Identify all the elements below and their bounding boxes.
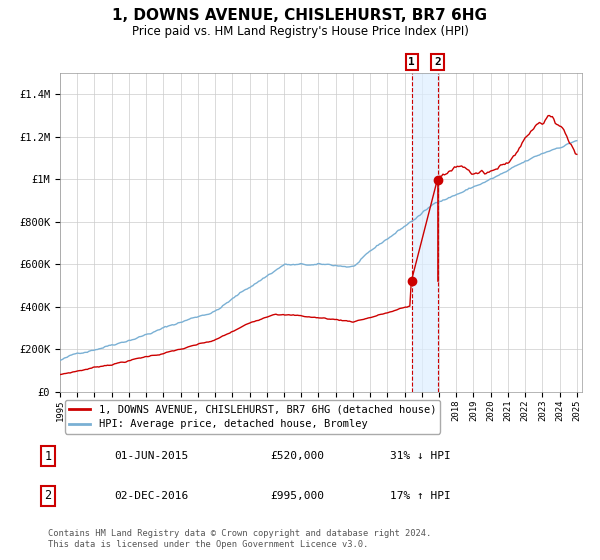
Text: 1: 1 [409,57,415,67]
Text: 02-DEC-2016: 02-DEC-2016 [114,491,188,501]
Text: Contains HM Land Registry data © Crown copyright and database right 2024.
This d: Contains HM Land Registry data © Crown c… [48,529,431,549]
Text: Price paid vs. HM Land Registry's House Price Index (HPI): Price paid vs. HM Land Registry's House … [131,25,469,38]
Text: 1: 1 [44,450,52,463]
Text: 2: 2 [44,489,52,502]
Text: 31% ↓ HPI: 31% ↓ HPI [390,451,451,461]
Text: £995,000: £995,000 [270,491,324,501]
Text: 2: 2 [434,57,441,67]
Bar [412,73,437,392]
Text: 1, DOWNS AVENUE, CHISLEHURST, BR7 6HG: 1, DOWNS AVENUE, CHISLEHURST, BR7 6HG [113,8,487,24]
Text: 17% ↑ HPI: 17% ↑ HPI [390,491,451,501]
Text: £520,000: £520,000 [270,451,324,461]
Text: 01-JUN-2015: 01-JUN-2015 [114,451,188,461]
Legend: 1, DOWNS AVENUE, CHISLEHURST, BR7 6HG (detached house), HPI: Average price, deta: 1, DOWNS AVENUE, CHISLEHURST, BR7 6HG (d… [65,400,440,433]
